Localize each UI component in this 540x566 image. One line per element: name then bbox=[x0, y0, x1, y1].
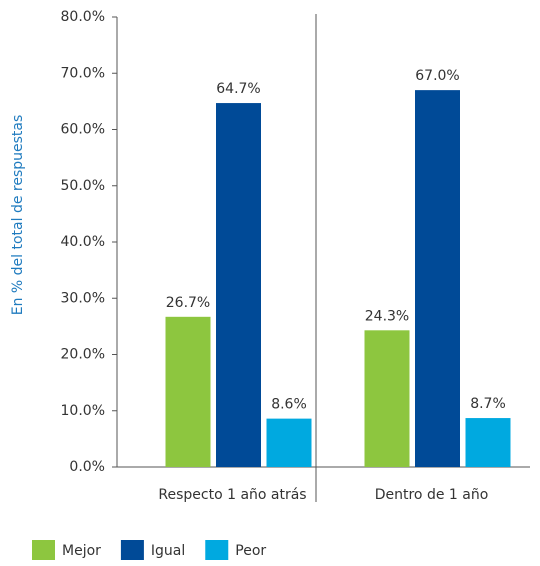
y-tick-label: 60.0% bbox=[61, 122, 105, 138]
value-label: 67.0% bbox=[415, 68, 459, 84]
y-tick-label: 10.0% bbox=[61, 403, 105, 419]
y-tick-label: 70.0% bbox=[61, 65, 105, 81]
bar bbox=[266, 418, 312, 467]
bar bbox=[216, 103, 261, 467]
value-label: 24.3% bbox=[365, 308, 409, 324]
legend-swatch bbox=[32, 540, 55, 560]
x-tick-label: Respecto 1 año atrás bbox=[158, 487, 306, 503]
y-tick-label: 20.0% bbox=[61, 347, 105, 363]
legend-label: Peor bbox=[235, 543, 266, 559]
value-label: 64.7% bbox=[216, 81, 260, 97]
legend-swatch bbox=[120, 540, 144, 560]
bar bbox=[364, 330, 410, 467]
y-tick-label: 50.0% bbox=[61, 178, 105, 194]
y-tick-label: 80.0% bbox=[61, 9, 105, 25]
bar bbox=[415, 90, 460, 467]
value-label: 26.7% bbox=[166, 295, 210, 311]
y-tick-label: 0.0% bbox=[69, 459, 105, 475]
x-tick-label: Dentro de 1 año bbox=[375, 487, 489, 503]
legend-swatch bbox=[205, 540, 229, 560]
bar bbox=[165, 316, 211, 467]
value-label: 8.6% bbox=[271, 397, 307, 413]
y-tick-label: 30.0% bbox=[61, 290, 105, 306]
bar bbox=[465, 418, 511, 467]
y-tick-label: 40.0% bbox=[61, 234, 105, 250]
value-label: 8.7% bbox=[470, 396, 506, 412]
legend-label: Mejor bbox=[62, 543, 101, 559]
y-axis-label: En % del total de respuestas bbox=[10, 115, 26, 316]
legend-label: Igual bbox=[151, 543, 185, 559]
